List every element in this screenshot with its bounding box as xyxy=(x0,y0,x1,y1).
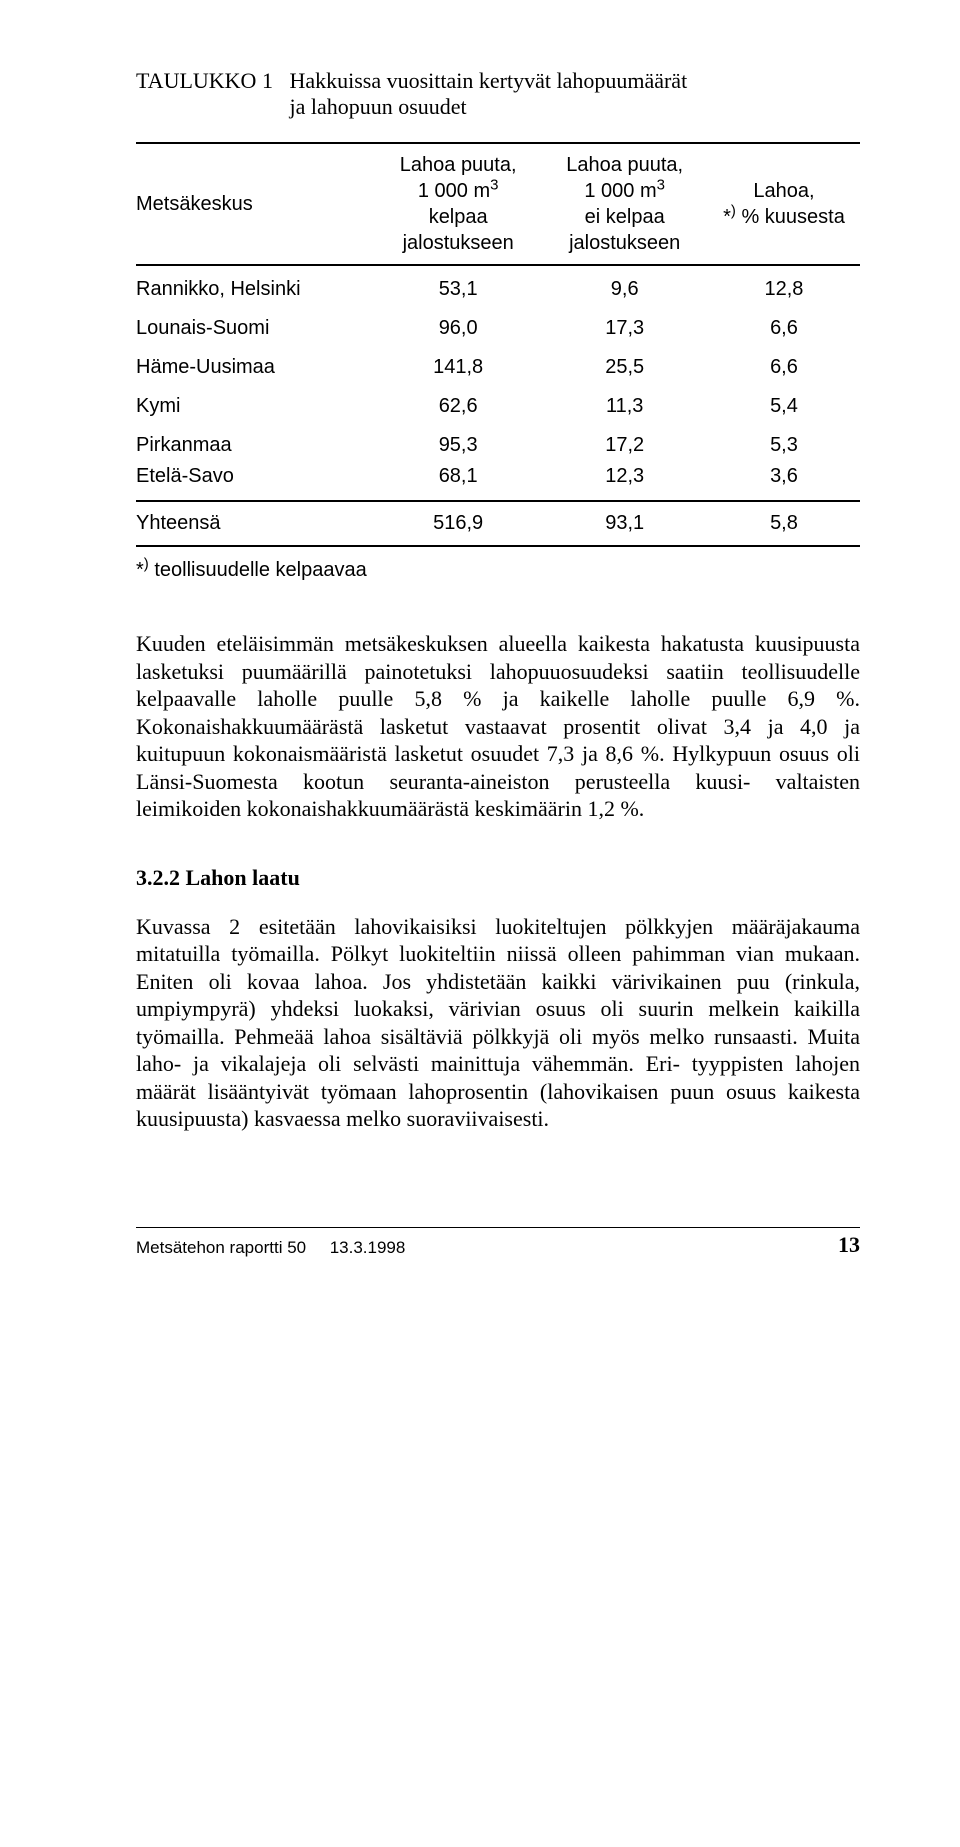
cell-v2: 17,2 xyxy=(541,422,708,461)
footer-left: Metsätehon raportti 50 13.3.1998 xyxy=(136,1238,405,1258)
th-col2: Lahoa puuta, 1 000 m3 ei kelpaa jalostuk… xyxy=(541,143,708,265)
th-c1-l3: kelpaa xyxy=(429,206,488,228)
paragraph-1: Kuuden eteläisimmän metsäkeskuksen aluee… xyxy=(136,630,860,823)
th-c3-post: % kuusesta xyxy=(736,206,845,228)
cell-v2: 17,3 xyxy=(541,305,708,344)
cell-v3: 12,8 xyxy=(708,265,860,305)
table-caption: TAULUKKO 1 Hakkuissa vuosittain kertyvät… xyxy=(136,68,860,120)
table-row: Lounais-Suomi 96,0 17,3 6,6 xyxy=(136,305,860,344)
cell-region: Etelä-Savo xyxy=(136,461,375,501)
footnote-pre: * xyxy=(136,559,144,581)
cell-v1: 516,9 xyxy=(375,501,542,546)
th-c2-sup: 3 xyxy=(657,176,665,193)
table-sum-row: Yhteensä 516,9 93,1 5,8 xyxy=(136,501,860,546)
page-footer: Metsätehon raportti 50 13.3.1998 13 xyxy=(136,1227,860,1258)
cell-region: Pirkanmaa xyxy=(136,422,375,461)
cell-region: Häme-Uusimaa xyxy=(136,344,375,383)
th-c3-l1: Lahoa, xyxy=(753,180,814,202)
th-c1-l4: jalostukseen xyxy=(403,232,514,254)
cell-v1: 68,1 xyxy=(375,461,542,501)
footer-page-number: 13 xyxy=(838,1232,860,1258)
cell-region: Rannikko, Helsinki xyxy=(136,265,375,305)
cell-v1: 141,8 xyxy=(375,344,542,383)
cell-v2: 93,1 xyxy=(541,501,708,546)
th-c1-sup: 3 xyxy=(490,176,498,193)
cell-v3: 5,4 xyxy=(708,383,860,422)
cell-v1: 62,6 xyxy=(375,383,542,422)
cell-v3: 5,3 xyxy=(708,422,860,461)
cell-region: Kymi xyxy=(136,383,375,422)
th-c2-l3: ei kelpaa xyxy=(585,206,665,228)
cell-region: Yhteensä xyxy=(136,501,375,546)
cell-region: Lounais-Suomi xyxy=(136,305,375,344)
cell-v1: 95,3 xyxy=(375,422,542,461)
th-c2-l1: Lahoa puuta, xyxy=(566,154,683,176)
th-c3-pre: * xyxy=(723,206,731,228)
cell-v3: 6,6 xyxy=(708,344,860,383)
th-region: Metsäkeskus xyxy=(136,143,375,265)
footnote-post: teollisuudelle kelpaavaa xyxy=(149,559,367,581)
th-c1-l2: 1 000 m xyxy=(418,180,490,202)
table-footnote-row: *) teollisuudelle kelpaavaa xyxy=(136,546,860,586)
table-label: TAULUKKO 1 xyxy=(136,68,289,94)
cell-v2: 25,5 xyxy=(541,344,708,383)
table-row: Etelä-Savo 68,1 12,3 3,6 xyxy=(136,461,860,501)
cell-v3: 3,6 xyxy=(708,461,860,501)
table-row: Rannikko, Helsinki 53,1 9,6 12,8 xyxy=(136,265,860,305)
cell-v1: 53,1 xyxy=(375,265,542,305)
cell-v3: 5,8 xyxy=(708,501,860,546)
th-c2-l2: 1 000 m xyxy=(584,180,656,202)
th-col1: Lahoa puuta, 1 000 m3 kelpaa jalostuksee… xyxy=(375,143,542,265)
th-c1-l1: Lahoa puuta, xyxy=(400,154,517,176)
cell-v2: 9,6 xyxy=(541,265,708,305)
cell-v1: 96,0 xyxy=(375,305,542,344)
data-table: Metsäkeskus Lahoa puuta, 1 000 m3 kelpaa… xyxy=(136,142,860,586)
table-row: Häme-Uusimaa 141,8 25,5 6,6 xyxy=(136,344,860,383)
cell-v2: 11,3 xyxy=(541,383,708,422)
section-heading: 3.2.2 Lahon laatu xyxy=(136,865,860,891)
table-row: Kymi 62,6 11,3 5,4 xyxy=(136,383,860,422)
th-c2-l4: jalostukseen xyxy=(569,232,680,254)
cell-v3: 6,6 xyxy=(708,305,860,344)
cell-v2: 12,3 xyxy=(541,461,708,501)
table-row: Pirkanmaa 95,3 17,2 5,3 xyxy=(136,422,860,461)
th-col3: Lahoa, *) % kuusesta xyxy=(708,143,860,265)
paragraph-2: Kuvassa 2 esitetään lahovikaisiksi luoki… xyxy=(136,913,860,1133)
table-title-line1: Hakkuissa vuosittain kertyvät lahopuumää… xyxy=(289,68,687,94)
table-title-line2: ja lahopuun osuudet xyxy=(289,94,466,120)
